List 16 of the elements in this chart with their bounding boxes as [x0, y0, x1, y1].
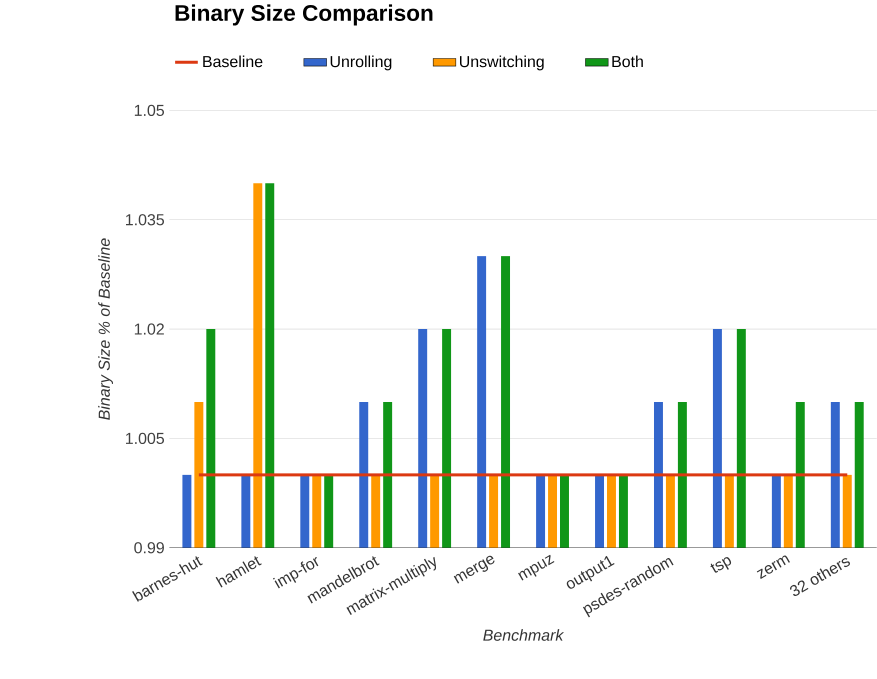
- y-tick-label: 1.005: [126, 432, 164, 444]
- x-tick-label: tsp: [710, 556, 732, 573]
- x-tick-label: zerm: [756, 555, 790, 579]
- legend-label: Unswitching: [460, 55, 544, 70]
- y-tick-label: 1.05: [134, 104, 164, 116]
- x-tick-label: 32 others: [790, 558, 850, 596]
- y-axis-title: Binary Size % of Baseline: [98, 238, 114, 420]
- legend-label: Unrolling: [330, 55, 392, 70]
- chart-title: Binary Size Comparison: [176, 4, 432, 26]
- legend-label: Baseline: [203, 55, 262, 68]
- x-axis-title: Benchmark: [483, 629, 564, 641]
- x-tick-label: mpuz: [518, 554, 554, 580]
- y-tick-label: 1.035: [126, 214, 164, 226]
- y-tick-label: 1.02: [134, 323, 164, 335]
- legend-label: Both: [612, 55, 643, 68]
- y-tick-label: 0.99: [134, 542, 164, 554]
